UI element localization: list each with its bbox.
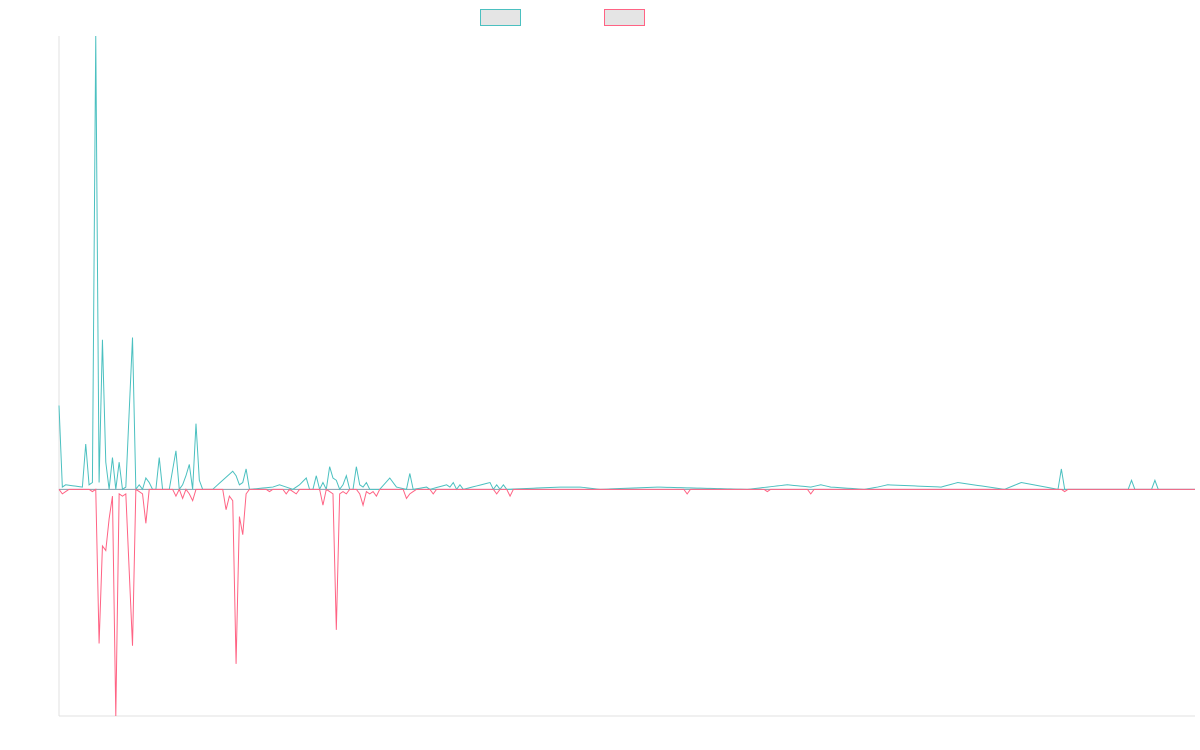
legend bbox=[480, 9, 645, 26]
axes bbox=[58, 36, 1195, 717]
legend-swatch-b[interactable] bbox=[604, 9, 645, 26]
series-layer bbox=[58, 35, 1195, 717]
legend-swatch-a[interactable] bbox=[480, 9, 521, 26]
series-line-b bbox=[58, 488, 1195, 717]
series-line-a bbox=[58, 35, 1195, 491]
